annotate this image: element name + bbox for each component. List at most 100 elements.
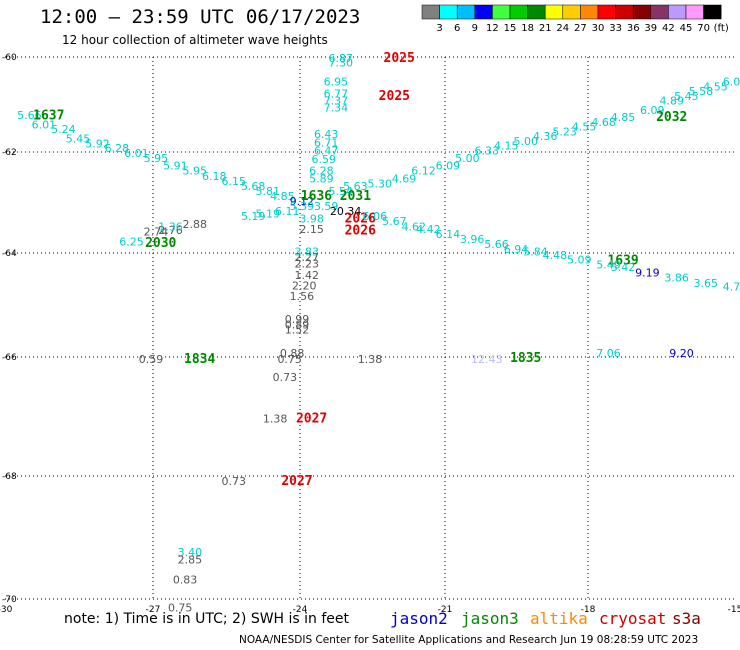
wave-height-label: 6.08 [723, 76, 740, 89]
wave-height-label: 2.20 [292, 279, 317, 292]
pass-time-label: 2030 [145, 236, 176, 251]
wave-height-label: 0.73 [221, 475, 246, 488]
wave-height-label: 4.42 [416, 223, 441, 236]
legend-label: 70 [697, 23, 710, 34]
wave-height-label: 9.12 [290, 195, 315, 208]
wave-height-label: 4.72 [723, 280, 740, 293]
longitude-tick-label: -27 [146, 605, 161, 615]
wave-height-label: 1.42 [294, 269, 319, 282]
wave-height-label: 6.71 [314, 136, 339, 149]
wave-height-label: 4.48 [543, 249, 568, 262]
wave-height-label: 1.36 [158, 220, 183, 233]
wave-height-label: 6.12 [411, 165, 436, 178]
wave-height-label: 5.89 [309, 172, 334, 185]
pass-time-label: 1835 [510, 351, 541, 366]
wave-height-label: 5.67 [382, 215, 407, 228]
wave-height-label: 4.85 [270, 190, 295, 203]
wave-height-label: 1.56 [290, 290, 315, 303]
wave-height-label: 2.15 [299, 223, 324, 236]
wave-height-label: 4.36 [533, 130, 558, 143]
longitude-tick-label: -30 [0, 605, 13, 615]
longitude-tick-label: -15 [728, 605, 740, 615]
wave-height-label: 0.99 [285, 313, 310, 326]
map-title: 12:00 — 23:59 UTC 06/17/2023 [40, 6, 361, 28]
pass-time-label: 1636 [301, 189, 332, 204]
credit-line: NOAA/NESDIS Center for Satellite Applica… [239, 634, 699, 646]
wave-height-label: 3.98 [299, 213, 324, 226]
wave-height-label: 3.86 [664, 272, 689, 285]
satellite-altika: altika [530, 609, 588, 628]
wave-height-label: 6.01 [124, 147, 149, 160]
wave-height-label: 3.83 [294, 246, 319, 259]
wave-height-label: 3.96 [460, 233, 485, 246]
pass-time-label: 2031 [340, 189, 371, 204]
wave-height-label: 2.88 [183, 218, 208, 231]
wave-height-label: 5.23 [552, 125, 577, 138]
wave-height-label: 7.30 [329, 57, 354, 70]
wave-height-label: 6.87 [329, 52, 354, 65]
legend-label: 15 [504, 23, 517, 34]
wave-height-label: 7.06 [596, 347, 621, 360]
pass-time-label: 1639 [607, 253, 638, 268]
wave-height-label: 4.85 [611, 111, 636, 124]
wave-height-label: 2.27 [294, 251, 319, 264]
legend-label: 3 [436, 23, 442, 34]
wave-height-label: 5.42 [611, 261, 636, 274]
wave-height-label: 0.75 [277, 353, 302, 366]
wave-height-label: 6.11 [275, 205, 300, 218]
wave-height-label: 5.00 [455, 152, 480, 165]
legend-swatch [703, 4, 722, 20]
wave-height-label: 6.09 [640, 104, 665, 117]
pass-time-label: 2026 [345, 223, 376, 238]
legend-label: 33 [609, 23, 622, 34]
legend-label: 39 [644, 23, 657, 34]
satellite-jason3: jason3 [461, 609, 519, 628]
wave-height-label: 1.38 [358, 353, 383, 366]
legend-label: 21 [539, 23, 552, 34]
wave-height-label: 5.54 [329, 185, 354, 198]
wave-height-label: 5.66 [484, 238, 509, 251]
wave-height-label: 5.30 [367, 177, 392, 190]
wave-height-label: 6.28 [105, 142, 130, 155]
legend-label: 30 [592, 23, 605, 34]
wave-height-label: 5.58 [689, 85, 714, 98]
latitude-tick-label: -68 [2, 472, 17, 482]
wave-height-label: 4.55 [703, 80, 728, 93]
wave-height-label: 5.39 [290, 200, 315, 213]
wave-height-label: 5.49 [596, 259, 621, 272]
wave-height-label: 6.06 [363, 210, 388, 223]
pass-time-label: 2027 [281, 474, 312, 489]
wave-height-label: 9.19 [635, 266, 660, 279]
wave-height-label: 6.47 [314, 145, 339, 158]
footer-note: note: 1) Time is in UTC; 2) SWH is in fe… [64, 611, 350, 627]
wave-height-label: 3.59 [314, 200, 339, 213]
legend-label: 42 [662, 23, 675, 34]
latitude-tick-label: -62 [2, 148, 17, 158]
wave-height-label: 6.95 [324, 76, 349, 89]
wave-height-label: 6.77 [324, 87, 349, 100]
wave-height-label: 6.25 [119, 235, 144, 248]
wave-height-label: 5.45 [674, 90, 699, 103]
legend-label: 45 [680, 23, 693, 34]
pass-time-label: 2025 [379, 89, 410, 104]
color-scale-legend: 3 6 9 12 15 18 21 24 27 30 33 36 39 42 45 70 (ft) [421, 4, 729, 34]
wave-height-label: 5.00 [513, 135, 538, 148]
wave-height-label: 4.69 [392, 172, 417, 185]
wave-height-label: 4.68 [591, 116, 616, 129]
wave-height-label: 5.09 [567, 253, 592, 266]
satellite-cryosat: cryosat [599, 609, 667, 628]
wave-height-label: 4.62 [402, 220, 427, 233]
pass-time-label: 2027 [296, 411, 327, 426]
wave-height-label: 6.14 [436, 228, 461, 241]
pass-time-label: 2032 [656, 110, 687, 125]
legend-label: 18 [521, 23, 534, 34]
wave-height-label: 5.84 [523, 246, 548, 259]
legend-label: (ft) [714, 23, 729, 34]
wave-height-label: 6.59 [312, 153, 337, 166]
wave-height-label: 3.40 [178, 546, 203, 559]
latitude-tick-label: -60 [2, 53, 17, 63]
wave-height-label: 20.34 [330, 205, 362, 218]
wave-height-label: 12.43 [471, 353, 503, 366]
longitude-tick-label: -21 [438, 605, 453, 615]
